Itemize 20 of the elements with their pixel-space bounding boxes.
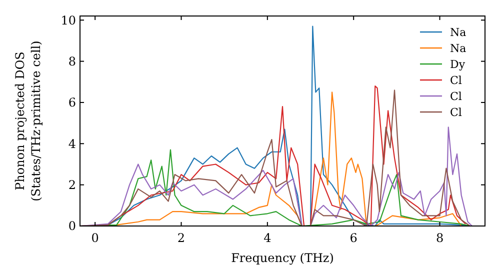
y-tick-label: 2 [68,178,76,192]
line-series [80,126,473,226]
x-tick-label: 2 [177,231,186,245]
x-tick-label: 4 [264,231,272,245]
legend-label: Cl [450,74,462,87]
x-tick-label: 6 [350,231,358,245]
y-axis-title: Phonon projected DOS (States/THz·primitive cell) [13,40,43,202]
y-tick-label: 6 [68,96,76,110]
legend-label: Cl [450,106,462,119]
y-tick-label: 4 [68,136,76,151]
x-axis-title: Frequency (THz) [231,251,334,265]
y-tick-label: 0 [68,219,76,234]
x-tick-label: 8 [436,231,444,245]
y-tick-label: 10 [60,13,76,28]
legend-label: Dy [450,58,466,71]
y-tick-label: 8 [68,54,76,68]
legend-label: Na [450,26,467,39]
legend-label: Na [450,42,467,55]
legend-label: Cl [450,90,462,103]
x-tick-label: 0 [91,231,99,245]
